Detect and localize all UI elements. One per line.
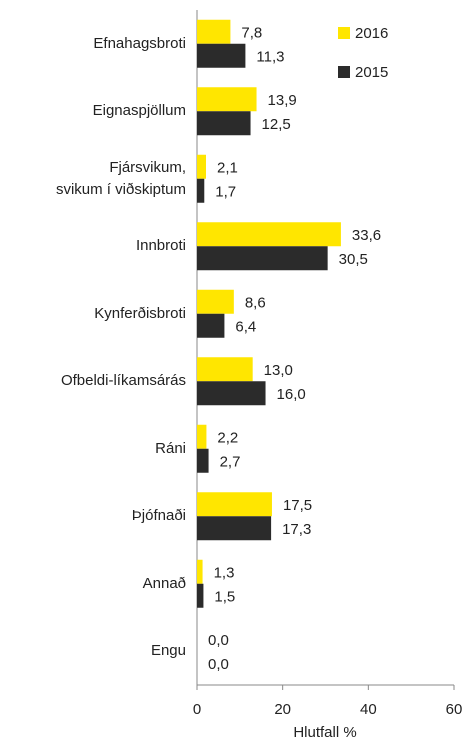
bar: [197, 516, 272, 541]
bar: [197, 87, 257, 112]
bar: [197, 424, 207, 449]
y-tick-label: Þjófnaði: [131, 507, 186, 525]
bar: [197, 559, 203, 584]
bar: [197, 111, 251, 136]
y-tick-label: Engu: [150, 642, 186, 660]
value-label: 17,3: [282, 521, 311, 538]
y-tick-label: Annað: [142, 574, 186, 592]
bar: [197, 381, 266, 406]
legend-label: 2015: [355, 64, 388, 81]
bar: [197, 357, 253, 382]
bar: [197, 154, 206, 179]
value-label: 16,0: [277, 386, 306, 403]
value-label: 12,5: [262, 116, 291, 133]
bar: [197, 448, 209, 473]
x-tick-label: 0: [193, 701, 201, 718]
value-label: 1,7: [215, 184, 236, 201]
value-label: 33,6: [352, 227, 381, 244]
value-label: 2,2: [217, 430, 238, 447]
value-label: 8,6: [245, 295, 266, 312]
value-label: 11,3: [256, 49, 284, 66]
legend-swatch: [338, 66, 350, 78]
value-label: 1,3: [214, 565, 235, 582]
value-label: 1,5: [214, 589, 235, 606]
bar: [197, 289, 234, 314]
x-tick-label: 40: [360, 701, 377, 718]
y-tick-label: Efnahagsbroti: [93, 34, 186, 52]
x-tick-label: 60: [446, 701, 463, 718]
x-tick-label: 20: [274, 701, 291, 718]
value-label: 2,1: [217, 160, 238, 177]
legend-label: 2016: [355, 25, 388, 42]
y-tick-label: Ofbeldi-líkamsárás: [60, 372, 186, 390]
bar: [197, 178, 205, 203]
value-label: 30,5: [339, 251, 368, 268]
legend-swatch: [338, 27, 350, 39]
value-label: 7,8: [241, 25, 262, 42]
value-label: 2,7: [220, 454, 241, 471]
y-tick-label: Ráni: [155, 439, 186, 457]
y-tick-label: Kynferðisbroti: [94, 304, 186, 322]
value-label: 6,4: [235, 319, 256, 336]
value-label: 0,0: [208, 656, 229, 673]
bar: [197, 492, 272, 517]
value-label: 13,0: [264, 362, 293, 379]
bar: [197, 313, 225, 338]
bar: [197, 19, 231, 44]
y-tick-label: Fjársvikum, svikum í viðskiptum: [55, 158, 186, 198]
y-tick-label: Eignaspjöllum: [92, 102, 186, 120]
bar: [197, 583, 204, 608]
value-label: 13,9: [268, 92, 297, 109]
bar: [197, 246, 328, 271]
value-label: 0,0: [208, 632, 229, 649]
y-tick-label: Innbroti: [135, 237, 186, 255]
bar: [197, 43, 246, 68]
x-axis-title: Hlutfall %: [293, 724, 356, 741]
value-label: 17,5: [283, 497, 312, 514]
bar: [197, 222, 341, 247]
